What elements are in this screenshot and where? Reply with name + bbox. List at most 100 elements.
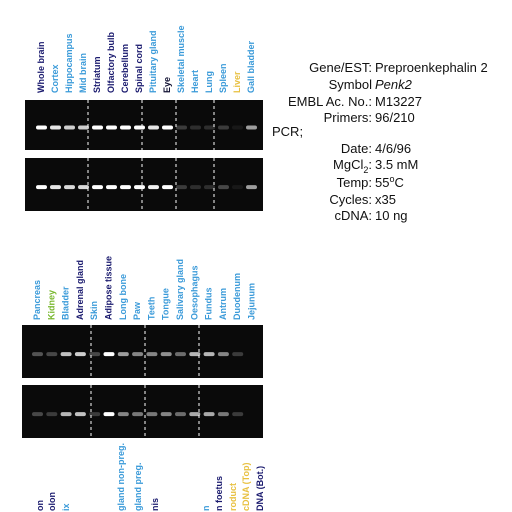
- label: PCR;: [272, 124, 303, 139]
- band: [190, 125, 201, 130]
- band: [32, 352, 43, 357]
- gel-bottom-1: [22, 325, 263, 378]
- lane-label: Spinal cord: [134, 44, 144, 93]
- band: [203, 352, 215, 357]
- lane-label: Antrum: [218, 288, 228, 320]
- band: [246, 125, 257, 130]
- lane-label: ix: [61, 503, 71, 511]
- unit: C: [394, 175, 403, 190]
- lane-label: Whole brain: [36, 42, 46, 94]
- lane-label: Olfactory bulb: [106, 31, 116, 93]
- band: [103, 352, 115, 357]
- band: [132, 352, 144, 357]
- label: MgCl2:: [333, 157, 372, 175]
- lane-label: Tongue: [161, 288, 171, 320]
- band: [103, 412, 115, 417]
- band: [176, 125, 187, 130]
- band: [218, 185, 229, 190]
- lane-label: Gall bladder: [246, 40, 256, 93]
- lane-label: roduct: [228, 483, 238, 511]
- band: [60, 412, 72, 417]
- lane-label: Kidney: [46, 290, 56, 320]
- band: [36, 125, 47, 130]
- lane-label: DNA (Bot.): [255, 466, 265, 511]
- band: [89, 352, 101, 357]
- band: [232, 185, 243, 190]
- band: [146, 412, 158, 417]
- band: [64, 185, 75, 190]
- gel-top-1: [25, 100, 263, 150]
- band: [120, 125, 131, 130]
- lane-label: nis: [150, 498, 160, 511]
- band: [46, 412, 58, 417]
- lane-label: Paw: [132, 301, 142, 320]
- lane-label: Hippocampus: [64, 33, 74, 93]
- band: [203, 412, 215, 417]
- lane-label: Lung: [204, 71, 214, 93]
- gel-top-2: [25, 158, 263, 211]
- band: [92, 125, 103, 130]
- band: [175, 412, 186, 417]
- value: 96/210: [375, 110, 415, 125]
- band: [189, 412, 201, 417]
- lane-label: Adrenal gland: [75, 260, 85, 320]
- band: [190, 185, 201, 190]
- lane-label: cDNA (Top): [241, 463, 251, 512]
- lane-label: Liver: [232, 71, 242, 93]
- label: Cycles:: [329, 192, 372, 207]
- value: Penk2: [375, 77, 413, 92]
- lane-label: Long bone: [118, 274, 128, 320]
- band: [64, 125, 75, 130]
- band: [160, 412, 172, 417]
- band: [189, 352, 201, 357]
- value: Preproenkephalin 2: [375, 60, 488, 75]
- gel-bottom-2: [22, 385, 263, 438]
- band: [162, 185, 173, 190]
- lane-label: Jejunum: [247, 283, 257, 320]
- band: [217, 412, 229, 417]
- band: [232, 352, 244, 357]
- lane-label: Oesophagus: [189, 265, 199, 320]
- superscript: o: [389, 174, 394, 184]
- lane-label: Duodenum: [232, 273, 242, 320]
- colon: :: [368, 157, 372, 172]
- band: [60, 352, 72, 357]
- lane-label: Skin: [89, 301, 99, 320]
- band: [160, 352, 172, 357]
- band: [204, 185, 215, 190]
- band: [148, 125, 159, 130]
- lane-label: Cerebellum: [120, 44, 130, 93]
- band: [74, 412, 86, 417]
- band: [32, 412, 43, 417]
- label: EMBL Ac. No.:: [288, 94, 372, 109]
- value: 55: [375, 175, 389, 190]
- value: M13227: [375, 94, 422, 109]
- label: Temp:: [337, 175, 372, 190]
- band: [132, 412, 144, 417]
- lane-label: gland preg.: [133, 462, 143, 511]
- band: [106, 185, 117, 190]
- subscript: 2: [363, 165, 368, 175]
- band: [134, 125, 145, 130]
- band: [50, 185, 61, 190]
- label: Date:: [341, 141, 372, 156]
- band: [120, 185, 131, 190]
- value: 55oC: [375, 174, 404, 190]
- band: [36, 185, 47, 190]
- band: [117, 352, 129, 357]
- band: [146, 352, 158, 357]
- label: Gene/EST:: [309, 60, 372, 75]
- label: Symbol: [329, 77, 372, 92]
- info: Gene/EST: Preproenkephalin 2 Symbol Penk…: [272, 60, 488, 223]
- band: [204, 125, 215, 130]
- label: cDNA:: [334, 208, 372, 223]
- lane-label: Salivary gland: [175, 259, 185, 320]
- lane-label: Heart: [190, 70, 200, 93]
- band: [89, 412, 101, 417]
- lane-label: Pancreas: [32, 280, 42, 320]
- value: 10 ng: [375, 208, 408, 223]
- band: [117, 412, 129, 417]
- lane-label: n: [201, 506, 211, 512]
- band: [246, 185, 257, 190]
- band: [176, 185, 187, 190]
